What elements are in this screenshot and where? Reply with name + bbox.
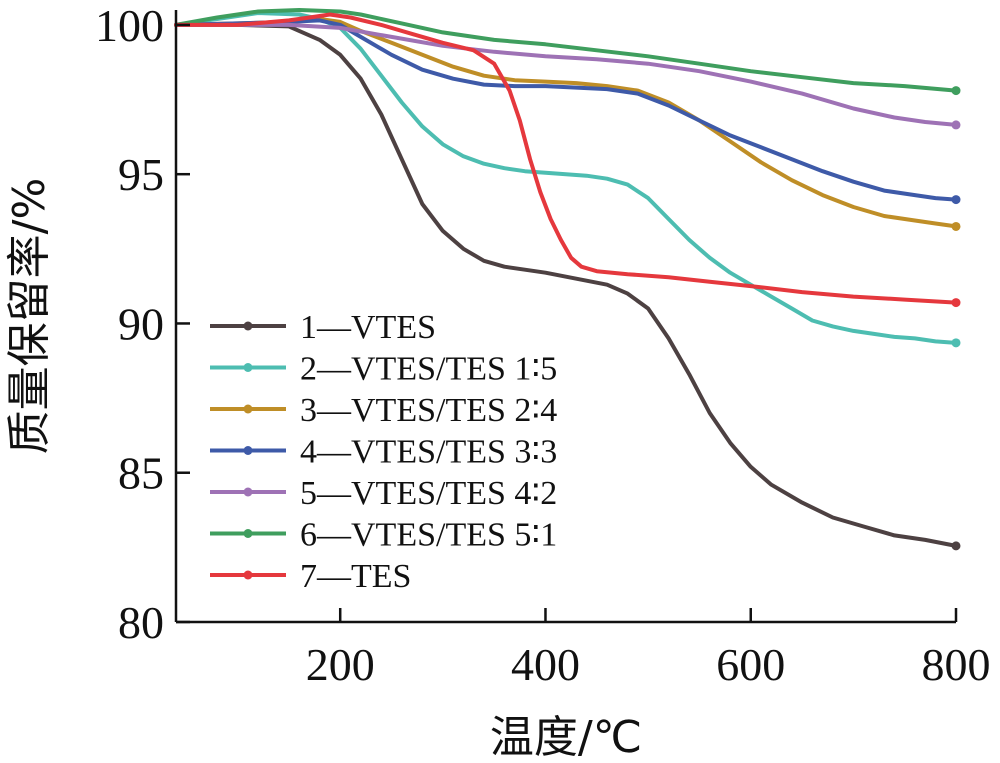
axes-layer xyxy=(174,10,956,624)
y-tick-label: 95 xyxy=(118,149,164,200)
series-line-3 xyxy=(174,17,958,229)
legend-label-7: 7—TES xyxy=(300,558,411,595)
series-line-7 xyxy=(174,12,958,305)
series-end-marker-4 xyxy=(951,195,961,205)
series-line-2 xyxy=(174,11,958,345)
series-end-marker-6 xyxy=(951,86,961,96)
legend-label-3: 3—VTES/TES 2∶4 xyxy=(300,392,557,429)
series-end-marker-3 xyxy=(951,221,961,231)
legend-marker-5 xyxy=(243,487,253,497)
series-end-marker-1 xyxy=(951,541,961,551)
y-tick-label: 80 xyxy=(118,597,164,648)
series-end-marker-5 xyxy=(951,120,961,130)
legend-marker-4 xyxy=(243,446,253,455)
y-tick-label: 85 xyxy=(118,448,164,499)
series-end-marker-7 xyxy=(951,298,961,308)
legend-marker-1 xyxy=(243,321,253,331)
ticks-layer: 200 400 600 800 80 85 90 95 100 xyxy=(95,0,991,690)
legend-marker-6 xyxy=(243,529,253,538)
y-tick-label: 90 xyxy=(118,298,164,349)
series-line-1 xyxy=(174,22,958,548)
legend-marker-2 xyxy=(243,363,253,372)
legend: 1—VTES 2—VTES/TES 1∶5 3—VTES/TES 2∶4 4—VTES… xyxy=(210,309,557,595)
legend-label-5: 5—VTES/TES 4∶2 xyxy=(300,475,557,512)
y-axis-title: 质量保留率/% xyxy=(4,178,55,455)
series-line-5 xyxy=(174,22,958,127)
legend-marker-3 xyxy=(243,404,253,414)
series-layer xyxy=(174,8,961,551)
legend-label-6: 6—VTES/TES 5∶1 xyxy=(300,517,557,554)
legend-label-2: 2—VTES/TES 1∶5 xyxy=(300,351,557,388)
legend-label-1: 1—VTES xyxy=(300,309,436,346)
x-tick-label: 400 xyxy=(511,639,580,690)
x-tick-label: 800 xyxy=(922,639,991,690)
legend-label-4: 4—VTES/TES 3∶3 xyxy=(300,434,557,471)
x-tick-label: 600 xyxy=(716,639,785,690)
series-end-marker-2 xyxy=(951,338,961,348)
y-tick-label: 100 xyxy=(95,0,164,51)
x-tick-label: 200 xyxy=(306,639,375,690)
x-axis-title: 温度/℃ xyxy=(490,712,642,763)
legend-marker-7 xyxy=(243,570,253,580)
series-line-6 xyxy=(174,8,958,93)
